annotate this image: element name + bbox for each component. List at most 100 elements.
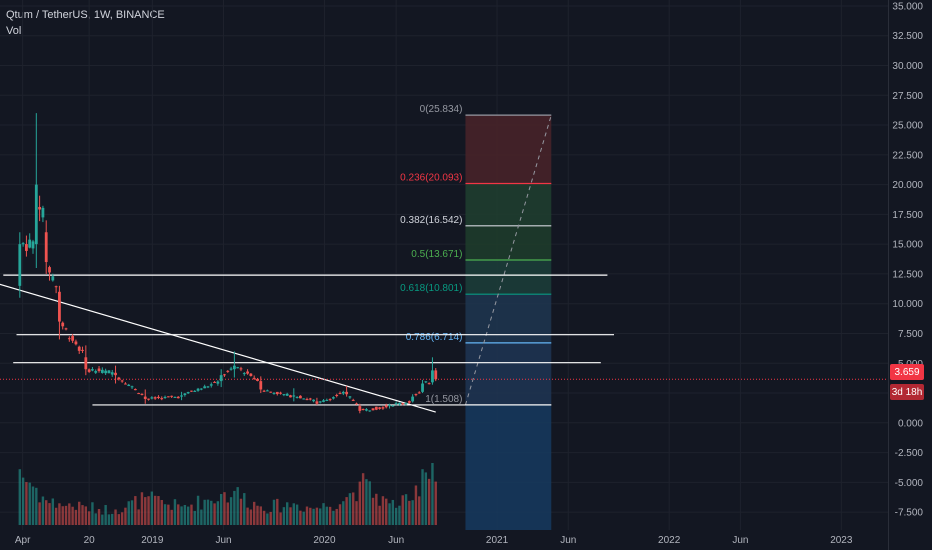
candle-body	[384, 405, 388, 408]
volume-bar	[375, 493, 378, 525]
candle-body	[34, 184, 38, 245]
volume-indicator-label[interactable]: Vol	[6, 25, 22, 37]
candle-body	[265, 390, 269, 392]
candle-body	[355, 403, 358, 405]
candle-body	[404, 402, 408, 404]
volume-bar	[305, 506, 309, 525]
candle-body	[259, 381, 263, 390]
volume-bar	[94, 513, 97, 525]
volume-bar	[421, 469, 424, 525]
volume-bar	[408, 500, 411, 525]
candle-body	[124, 383, 127, 385]
candle-body	[25, 244, 28, 251]
volume-bar	[246, 507, 249, 525]
volume-bar	[114, 509, 117, 525]
candle-body	[213, 381, 216, 383]
volume-bar	[315, 507, 319, 525]
x-axis-tick-label: 2019	[141, 535, 164, 546]
drawn-lines[interactable]	[0, 274, 888, 413]
volume-bar	[186, 506, 190, 525]
candle-body	[180, 395, 183, 397]
candle-body	[431, 370, 434, 383]
y-axis-tick-label: 17.500	[892, 210, 923, 221]
candle-body	[193, 390, 197, 392]
volume-bar	[414, 485, 418, 525]
candle-body	[140, 393, 144, 395]
candle-body	[275, 391, 279, 395]
fib-level-label: 0.236(20.093)	[400, 172, 462, 183]
candle-body	[77, 346, 81, 351]
y-axis-tick-label: 12.500	[892, 269, 923, 280]
volume-bar	[302, 511, 305, 525]
candle-body	[117, 377, 121, 380]
candle-body	[269, 391, 273, 393]
volume-bar	[18, 469, 22, 525]
candle-body	[104, 370, 108, 374]
volume-bar	[266, 513, 269, 525]
volume-bar	[401, 495, 404, 525]
volume-bar	[292, 503, 295, 525]
volume-bar	[279, 512, 282, 525]
candle-body	[285, 393, 289, 396]
volume-bar	[418, 496, 421, 525]
volume-bar	[64, 505, 68, 525]
volume-bar	[180, 506, 183, 525]
volume-bar	[163, 504, 167, 525]
y-axis-tick-label: 0.000	[898, 418, 923, 429]
volume-bar	[41, 496, 45, 525]
volume-bar	[391, 499, 395, 525]
volume-bar	[239, 498, 243, 525]
volume-bar	[51, 498, 55, 525]
candle-body	[114, 372, 117, 376]
volume-bar	[388, 503, 391, 525]
volume-bar	[216, 501, 220, 525]
candle-body	[94, 371, 98, 373]
y-axis-tick-label: 32.500	[892, 31, 923, 42]
volume-bar	[342, 501, 345, 525]
volume-bar	[120, 512, 124, 525]
candle-body	[427, 383, 431, 385]
fib-level-label: 0.382(16.542)	[400, 215, 462, 226]
x-axis-tick-label: 20	[84, 535, 96, 546]
volume-bar	[173, 499, 177, 525]
candle-body	[302, 398, 306, 400]
candle-body	[358, 406, 362, 411]
volume-bar	[361, 473, 365, 525]
candle-body	[133, 389, 137, 391]
candle-body	[424, 381, 428, 383]
candle-body	[209, 384, 213, 386]
volume-bar	[35, 487, 38, 525]
fib-zone	[465, 115, 552, 184]
y-axis-tick-label: -2.500	[895, 448, 924, 459]
volume-bar	[38, 502, 41, 525]
fib-zone	[465, 259, 552, 295]
volume-bars	[18, 463, 437, 525]
candle-body	[199, 388, 203, 390]
volume-bar	[101, 514, 104, 525]
candle-body	[312, 399, 316, 402]
volume-bar	[285, 502, 289, 525]
candle-body	[401, 403, 405, 405]
candle-body	[308, 398, 312, 400]
volume-bar	[431, 463, 434, 525]
symbol-title[interactable]: Qtum / TetherUS, 1W, BINANCE	[6, 9, 165, 21]
volume-bar	[233, 490, 236, 525]
candle-body	[365, 409, 368, 411]
volume-bar	[259, 506, 262, 525]
candle-body	[282, 394, 286, 396]
candle-body	[305, 399, 309, 401]
candle-body	[41, 207, 45, 218]
x-axis-tick-label: Apr	[15, 535, 31, 546]
y-axis-tick-label: 35.000	[892, 1, 923, 12]
candle-body	[160, 398, 164, 400]
candle-body	[61, 322, 65, 327]
candle-body	[67, 338, 71, 340]
volume-bar	[147, 496, 150, 525]
volume-bar	[371, 497, 375, 525]
volume-bar	[28, 482, 31, 525]
fib-retracement[interactable]: 0(25.834) 0.236(20.093) 0.382(16.542) 0.5(1…	[400, 104, 552, 530]
y-axis-tick-label: 27.500	[892, 91, 923, 102]
candle-body	[21, 243, 25, 245]
volume-bar	[127, 501, 130, 525]
